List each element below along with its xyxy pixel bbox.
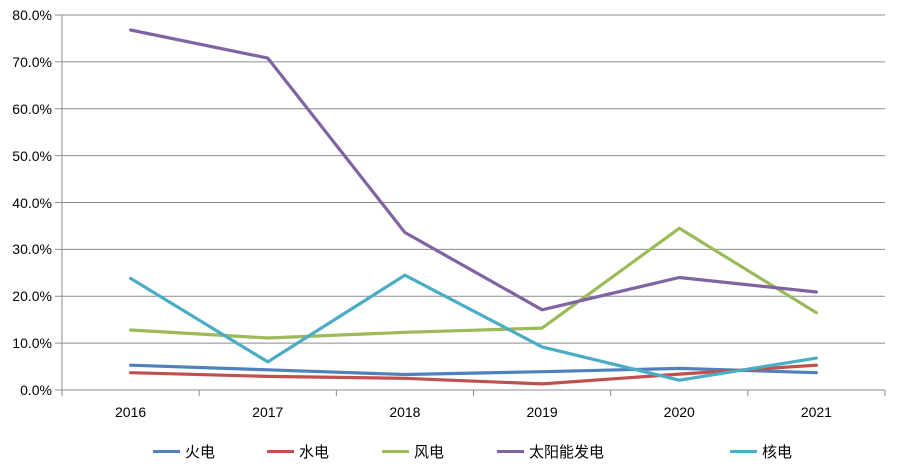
- legend-label-nuclear: 核电: [762, 443, 793, 461]
- legend-item-wind: 风电: [382, 442, 445, 461]
- series-line-nuclear: [129, 273, 819, 382]
- legend-label-thermal: 火电: [185, 443, 216, 461]
- series-line-wind: [129, 226, 819, 340]
- x-axis-label: 2020: [663, 404, 695, 420]
- y-axis-label: 70.0%: [12, 53, 52, 70]
- x-axis-label: 2019: [526, 404, 558, 420]
- series-line-hydro: [129, 363, 819, 386]
- y-axis-label: 0.0%: [20, 382, 52, 398]
- series-line-solar: [129, 28, 819, 312]
- y-axis-label: 20.0%: [12, 288, 52, 305]
- legend-swatch-solar: [497, 449, 524, 453]
- x-axis-label: 2017: [252, 404, 284, 420]
- y-axis-label: 40.0%: [12, 194, 52, 211]
- legend-swatch-hydro: [267, 449, 294, 453]
- series-line-thermal: [129, 363, 819, 377]
- legend-item-nuclear: 核电: [730, 442, 793, 461]
- legend-swatch-thermal: [153, 449, 180, 453]
- legend-item-hydro: 水电: [267, 442, 330, 461]
- legend-label-hydro: 水电: [299, 443, 330, 461]
- legend-label-solar: 太阳能发电: [529, 443, 605, 461]
- y-axis-label: 10.0%: [12, 335, 52, 352]
- legend-item-solar: 太阳能发电: [497, 442, 605, 461]
- y-axis-label: 80.0%: [12, 7, 52, 23]
- x-axis-label: 2021: [800, 404, 832, 420]
- y-axis-label: 50.0%: [12, 147, 52, 164]
- legend-swatch-wind: [382, 449, 409, 453]
- y-axis-label: 30.0%: [12, 241, 52, 258]
- legend-item-thermal: 火电: [153, 442, 216, 461]
- x-axis-label: 2018: [389, 404, 421, 420]
- legend-label-wind: 风电: [414, 443, 445, 461]
- y-axis-label: 60.0%: [12, 100, 52, 117]
- x-axis-label: 2016: [115, 404, 147, 420]
- legend-swatch-nuclear: [730, 449, 757, 453]
